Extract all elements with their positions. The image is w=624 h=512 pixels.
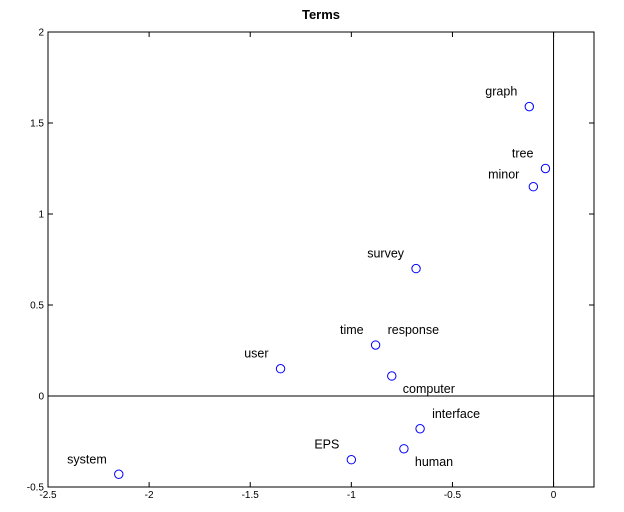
reference-lines: [48, 32, 594, 487]
y-tick-label: 1: [38, 210, 44, 221]
point-marker: [114, 469, 124, 479]
y-tick-label: -0.5: [27, 483, 45, 494]
point-label: interface: [432, 407, 480, 421]
point-marker: [415, 424, 425, 434]
y-tick-label: 2: [38, 28, 44, 39]
chart-title: Terms: [302, 7, 340, 22]
x-tick-label: -2: [145, 490, 154, 501]
point-label: minor: [488, 168, 519, 182]
point-marker: [387, 371, 397, 381]
data-points: [114, 101, 551, 479]
point-label: human: [415, 455, 453, 469]
y-tick-label: 1.5: [30, 119, 44, 130]
x-tick-label: -2.5: [39, 490, 57, 501]
x-tick-label: -1: [347, 490, 356, 501]
point-marker: [411, 263, 421, 274]
point-label: EPS: [314, 438, 339, 452]
x-tick-label: -0.5: [444, 490, 462, 501]
point-label: computer: [403, 382, 455, 396]
point-label: system: [67, 452, 107, 466]
point-label: user: [244, 347, 268, 361]
point-label: response: [388, 323, 439, 337]
point-label: time: [340, 323, 364, 337]
point-labels: graph tree minor survey time response user comp…: [67, 85, 533, 469]
point-marker: [275, 364, 286, 374]
axes-frame: [47, 31, 595, 488]
point-marker: [524, 101, 534, 112]
point-label: survey: [367, 247, 405, 261]
y-tick-label: 0.5: [30, 301, 44, 312]
x-tick-label: 0: [551, 490, 557, 501]
point-marker: [346, 455, 357, 465]
x-tick-label: -1.5: [242, 490, 260, 501]
point-marker: [540, 163, 551, 174]
point-label: tree: [512, 147, 534, 161]
point-marker: [370, 340, 381, 350]
point-label: graph: [485, 85, 517, 99]
y-tick-label: 0: [38, 392, 44, 403]
point-marker: [399, 444, 409, 454]
point-marker: [528, 182, 539, 192]
